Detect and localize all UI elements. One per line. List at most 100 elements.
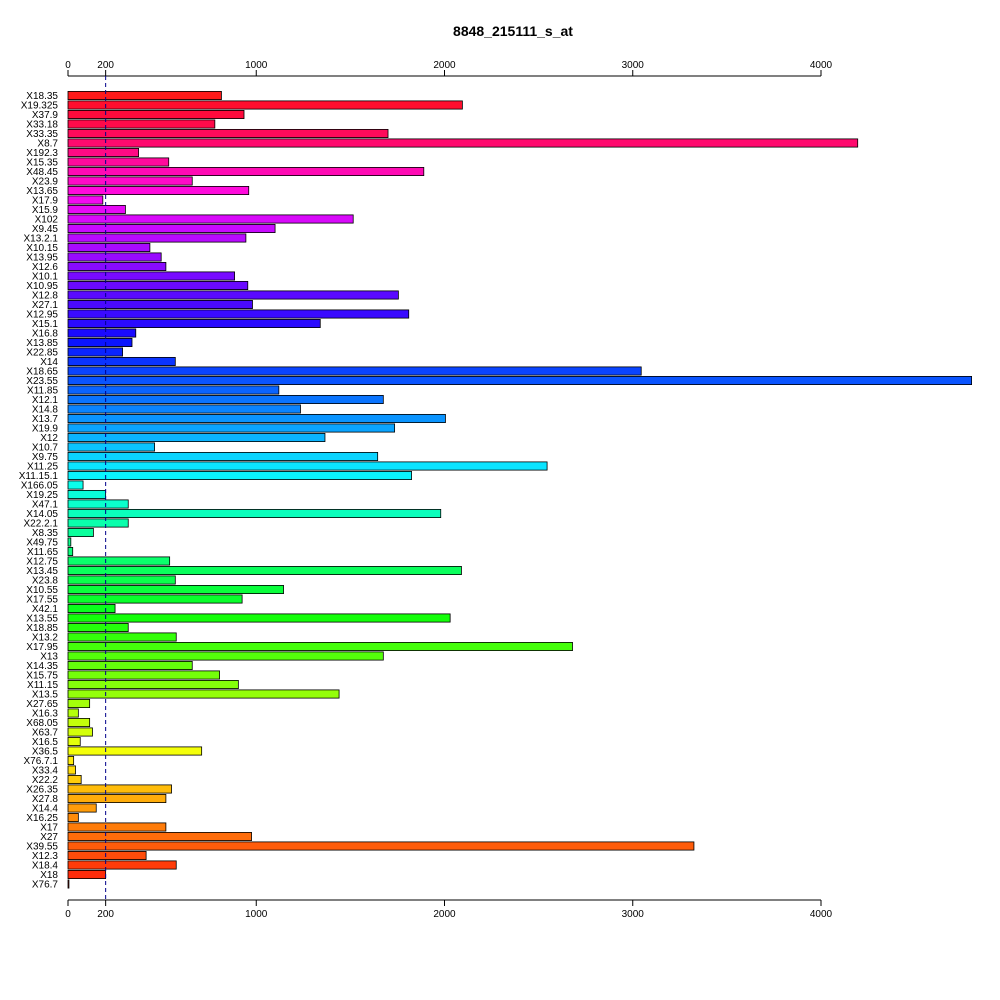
category-label: X18.35 [26,91,58,102]
category-label: X13.2 [32,633,59,644]
category-label: X42.1 [32,604,59,615]
category-label: X16.25 [26,813,58,824]
category-label: X14.8 [32,405,59,416]
bar [67,195,104,205]
category-label: X12.1 [32,395,59,406]
bottom-tick-label: 3000 [622,909,645,920]
bars-group [67,91,972,889]
top-tick-label: 3000 [622,60,645,71]
category-label: X16.5 [32,737,59,748]
bar [67,642,573,652]
bar [67,318,321,328]
category-label: X13.5 [32,690,59,701]
category-label: X12.75 [26,557,58,568]
bar [67,290,399,300]
category-label: X14.4 [32,804,59,815]
category-label: X33.18 [26,120,58,131]
category-label: X49.75 [26,538,58,549]
category-label: X10.15 [26,243,58,254]
bar [67,328,137,338]
category-label: X19.325 [21,101,59,112]
category-label: X11.15.1 [19,471,59,482]
bar [67,280,249,290]
bottom-tick-label: 4000 [810,909,833,920]
bar [67,699,91,709]
category-label: X16.3 [32,709,59,720]
bar [67,223,276,233]
bar [67,841,695,851]
category-label: X33.35 [26,129,58,140]
category-label: X12.8 [32,291,59,302]
category-label: X192.3 [26,148,58,159]
category-label: X27 [40,832,58,843]
top-tick-label: 1000 [245,60,268,71]
bar [67,128,389,138]
bar [67,110,245,120]
category-label: X13.65 [26,186,58,197]
category-label: X39.55 [26,842,58,853]
category-label: X10.1 [32,272,59,283]
top-x-axis: 0 200 1000 2000 3000 4000 [65,60,833,77]
bar [67,537,72,547]
category-label: X63.7 [32,728,59,739]
category-label: X12 [40,433,58,444]
category-label: X13.45 [26,566,58,577]
bar [67,394,384,404]
bar [67,585,284,595]
category-label: X18.4 [32,861,59,872]
category-label: X76.7 [32,880,59,891]
bar [67,385,280,395]
bar [67,309,410,319]
bar [67,356,176,366]
category-label: X13.55 [26,614,58,625]
category-label: X10.55 [26,585,58,596]
category-label: X47.1 [32,500,59,511]
bar [67,784,172,794]
bar [67,851,147,861]
category-label: X11.65 [27,547,58,558]
bar [67,337,133,347]
category-label: X37.9 [32,110,59,121]
category-label: X11.25 [27,462,58,473]
category-label: X9.45 [32,224,59,235]
category-label: X15.1 [32,319,59,330]
bar [67,765,76,775]
bar [67,91,222,101]
chart-title: 8848_215111_s_at [453,23,573,39]
bar [67,775,82,785]
bar [67,556,171,566]
category-label: X13 [40,652,58,663]
category-label: X15.75 [26,671,58,682]
bar [67,347,123,357]
top-tick-label: 200 [97,60,114,71]
category-label: X33.4 [32,766,59,777]
bar [67,708,79,718]
category-label: X17.95 [26,642,58,653]
category-label: X10.95 [26,281,58,292]
category-label: X13.7 [32,414,59,425]
category-label: X22.85 [26,348,58,359]
category-label: X12.95 [26,310,58,321]
bar [67,670,220,680]
bar [67,138,859,148]
top-tick-label: 0 [65,60,71,71]
bottom-tick-label: 200 [97,909,114,920]
bar [67,252,162,262]
bar [67,366,642,376]
category-label: X17.9 [32,196,59,207]
bar [67,803,97,813]
category-label: X10.7 [32,443,59,454]
category-label: X27.1 [32,300,59,311]
category-label: X23.8 [32,576,59,587]
category-label: X18.85 [26,623,58,634]
category-labels: X18.35X19.325X37.9X33.18X33.35X8.7X192.3… [19,91,59,891]
bar [67,413,446,423]
top-tick-label: 2000 [433,60,456,71]
bar [67,157,170,167]
bar [67,176,193,186]
bar [67,737,81,747]
bar [67,442,155,452]
bar [67,423,396,433]
category-label: X76.7.1 [24,756,59,767]
category-label: X23.55 [26,376,58,387]
